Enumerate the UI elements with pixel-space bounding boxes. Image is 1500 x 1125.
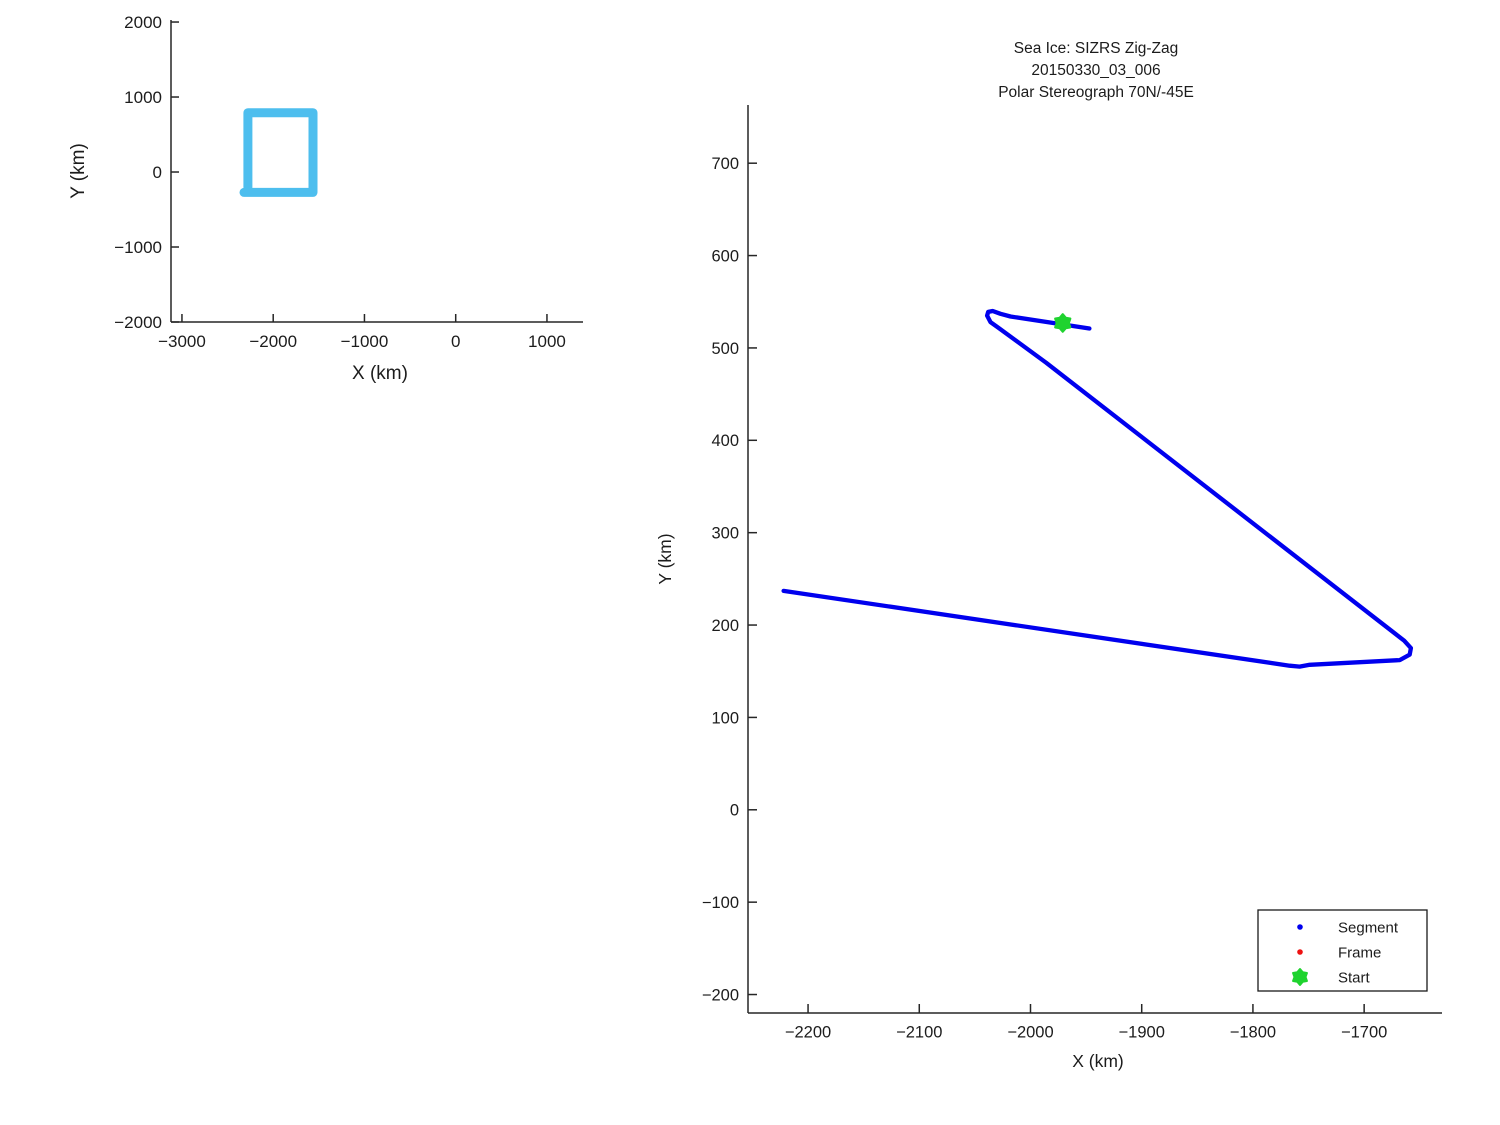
zigzag-y-tick-label: 500 xyxy=(711,340,739,358)
zigzag-x-tick-label: −1700 xyxy=(1341,1024,1387,1042)
overview-y-axis-label: Y (km) xyxy=(68,143,89,199)
overview-y-tick-label: 2000 xyxy=(124,13,162,32)
overview-x-tick-label: 0 xyxy=(451,332,460,351)
start-marker xyxy=(1054,313,1072,333)
zigzag-x-tick-label: −1800 xyxy=(1230,1024,1276,1042)
legend-label: Start xyxy=(1338,969,1371,986)
zigzag-title-line: Polar Stereograph 70N/-45E xyxy=(998,84,1194,101)
legend-label: Segment xyxy=(1338,919,1399,936)
zigzag-y-tick-label: 0 xyxy=(730,802,739,820)
zigzag-y-tick-label: 200 xyxy=(711,617,739,635)
overview-x-tick-label: −3000 xyxy=(158,332,206,351)
overview-y-tick-label: −2000 xyxy=(114,313,162,332)
zigzag-plot: −2200 −2100 −2000 −1900 −1800 −1700 −200 −100 0 1… xyxy=(655,40,1442,1071)
legend: Segment Frame Start xyxy=(1257,909,1428,992)
zigzag-y-tick-label: 700 xyxy=(711,155,739,173)
zigzag-x-axis-label: X (km) xyxy=(1072,1051,1124,1071)
overview-plot: −3000 −2000 −1000 0 1000−2000−1000010002000X… xyxy=(68,13,583,384)
sizrs-operating-box-line xyxy=(239,108,318,197)
zigzag-title-line: 20150330_03_006 xyxy=(1031,62,1160,79)
overview-y-tick-label: 0 xyxy=(153,163,162,182)
overview-x-axis-label: X (km) xyxy=(352,363,408,384)
zigzag-x-tick-label: −2200 xyxy=(785,1024,831,1042)
zigzag-x-tick-label: −2100 xyxy=(896,1024,942,1042)
zigzag-y-tick-label: 600 xyxy=(711,248,739,266)
zigzag-x-tick-label: −2000 xyxy=(1007,1024,1053,1042)
zigzag-y-tick-label: −200 xyxy=(702,986,739,1004)
legend-box xyxy=(1257,909,1428,992)
overview-x-tick-label: −2000 xyxy=(249,332,297,351)
zigzag-y-axis-label: Y (km) xyxy=(655,533,675,584)
segment-track-line xyxy=(781,308,1414,669)
overview-x-tick-label: 1000 xyxy=(528,332,566,351)
zigzag-title-line: Sea Ice: SIZRS Zig-Zag xyxy=(1014,40,1179,57)
legend-frame-dot-icon xyxy=(1297,949,1303,955)
zigzag-y-tick-label: 400 xyxy=(711,432,739,450)
zigzag-y-tick-label: 300 xyxy=(711,525,739,543)
zigzag-x-tick-label: −1900 xyxy=(1119,1024,1165,1042)
overview-x-tick-label: −1000 xyxy=(341,332,389,351)
overview-y-tick-label: 1000 xyxy=(124,88,162,107)
legend-segment-dot-icon xyxy=(1297,924,1303,930)
zigzag-y-tick-label: −100 xyxy=(702,894,739,912)
zigzag-y-tick-label: 100 xyxy=(711,709,739,727)
overview-y-tick-label: −1000 xyxy=(114,238,162,257)
legend-label: Frame xyxy=(1338,944,1381,961)
legend-start-hexagram-icon xyxy=(1292,968,1308,986)
